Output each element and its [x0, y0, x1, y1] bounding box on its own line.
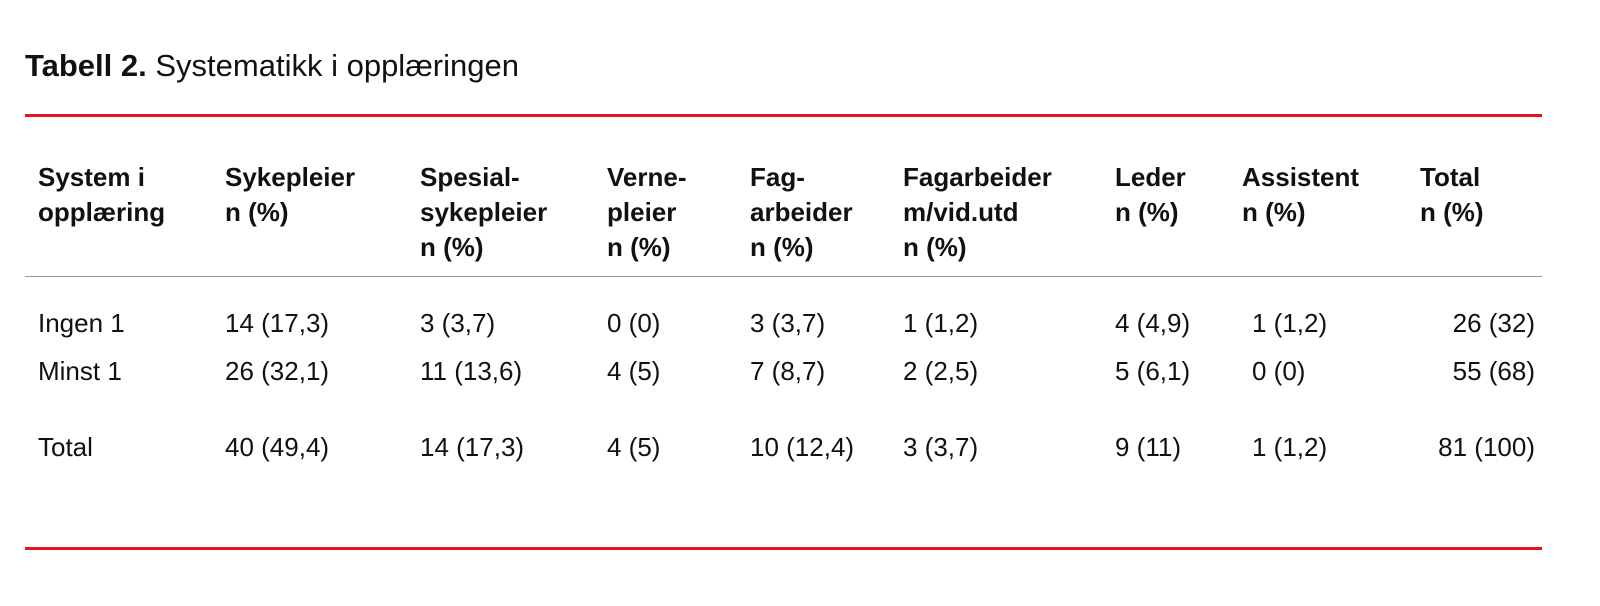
column-header-line: opplæring	[38, 197, 166, 227]
column-header: Sykepleier n (%)	[225, 160, 420, 277]
column-header-line: pleier	[607, 197, 677, 227]
table-caption: Tabell 2. Systematikk i opplæringen	[25, 48, 519, 84]
table-cell: 3 (3,7)	[903, 432, 979, 462]
column-header-line: Verne-	[607, 162, 687, 192]
table-cell: 4 (4,9)	[1115, 308, 1191, 338]
column-header-line: Leder	[1115, 162, 1186, 192]
table-cell: 2 (2,5)	[903, 356, 979, 386]
column-header-line: Sykepleier	[225, 162, 356, 192]
column-header-line: Fagarbeider	[903, 162, 1052, 192]
table-cell: 7 (8,7)	[750, 356, 826, 386]
column-header: Fag-arbeider n (%)	[750, 160, 903, 277]
table-cell: 0 (0)	[607, 308, 661, 338]
column-header-line: n (%)	[1420, 197, 1484, 227]
table-row: Total 40 (49,4) 14 (17,3) 4 (5) 10 (12,4) 3 (…	[38, 429, 1538, 505]
header-divider	[25, 276, 1542, 277]
table-cell: 0 (0)	[1252, 356, 1306, 386]
table-cell: 1 (1,2)	[903, 308, 979, 338]
top-rule	[25, 114, 1542, 117]
table-cell: 11 (13,6)	[420, 356, 523, 386]
table-cell: 10 (12,4)	[750, 432, 855, 462]
table-cell: 3 (3,7)	[750, 308, 826, 338]
column-header: Assistent n (%)	[1242, 160, 1420, 277]
column-header: Leder n (%)	[1115, 160, 1242, 277]
column-header-line: n (%)	[225, 197, 289, 227]
column-header-line: n (%)	[1242, 197, 1306, 227]
header-row: System i opplæring Sykepleier n (%) Spesial-…	[38, 160, 1538, 277]
column-header-line: n (%)	[750, 232, 814, 262]
column-header-line: sykepleier	[420, 197, 548, 227]
column-header-line: n (%)	[420, 232, 484, 262]
row-label: Minst 1	[38, 356, 122, 386]
column-header-line: Assistent	[1242, 162, 1360, 192]
table-row: Ingen 1 14 (17,3) 3 (3,7) 0 (0) 3 (3,7) 1 (1,…	[38, 277, 1538, 353]
caption-label: Tabell 2.	[25, 48, 147, 83]
column-header: Verne-pleier n (%)	[607, 160, 750, 277]
column-header-line: m/vid.utd	[903, 197, 1019, 227]
caption-text: Systematikk i opplæringen	[155, 48, 519, 83]
table-cell: 1 (1,2)	[1252, 432, 1328, 462]
table-cell: 26 (32,1)	[225, 356, 330, 386]
table-cell: 1 (1,2)	[1252, 308, 1328, 338]
column-header-line: Total	[1420, 162, 1481, 192]
row-label: Total	[38, 432, 93, 462]
bottom-rule	[25, 547, 1542, 550]
table-cell: 3 (3,7)	[420, 308, 496, 338]
column-header-line: System i	[38, 162, 145, 192]
column-header-line: n (%)	[607, 232, 671, 262]
column-header-line: n (%)	[1115, 197, 1179, 227]
table-cell: 26 (32)	[1452, 308, 1535, 338]
column-header-line: Fag-	[750, 162, 805, 192]
column-header: Spesial-sykepleier n (%)	[420, 160, 607, 277]
table-cell: 4 (5)	[607, 432, 661, 462]
table-cell: 55 (68)	[1452, 356, 1535, 386]
column-header: System i opplæring	[38, 160, 225, 277]
data-table: System i opplæring Sykepleier n (%) Spesial-…	[38, 160, 1538, 505]
table-cell: 9 (11)	[1115, 432, 1181, 462]
column-header: Fagarbeider m/vid.utd n (%)	[903, 160, 1115, 277]
column-header-line: Spesial-	[420, 162, 520, 192]
table-cell: 14 (17,3)	[420, 432, 525, 462]
column-header-line: n (%)	[903, 232, 967, 262]
table-cell: 40 (49,4)	[225, 432, 330, 462]
table-cell: 4 (5)	[607, 356, 661, 386]
table-cell: 81 (100)	[1438, 432, 1535, 462]
table-cell: 5 (6,1)	[1115, 356, 1191, 386]
table-row: Minst 1 26 (32,1) 11 (13,6) 4 (5) 7 (8,7) 2 (…	[38, 353, 1538, 429]
column-header-line: arbeider	[750, 197, 853, 227]
table-cell: 14 (17,3)	[225, 308, 330, 338]
column-header: Total n (%)	[1420, 160, 1538, 277]
row-label: Ingen 1	[38, 308, 125, 338]
